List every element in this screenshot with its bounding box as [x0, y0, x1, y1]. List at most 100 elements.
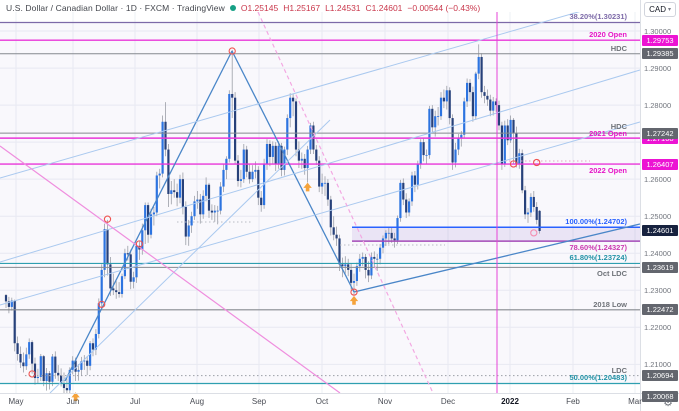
candle-body: [48, 373, 51, 382]
candle-body: [187, 225, 190, 237]
candle-body: [152, 212, 155, 215]
candle-body: [167, 149, 170, 194]
touch-circle-marker: [103, 215, 112, 223]
candle-body: [524, 190, 527, 215]
candle-body: [329, 199, 332, 228]
candle-body: [19, 353, 22, 363]
candle-body: [292, 97, 295, 102]
candle-body: [60, 375, 63, 384]
touch-circle-marker: [135, 240, 144, 248]
candle-body: [135, 245, 138, 278]
candle-body: [538, 210, 541, 231]
candle-body: [489, 99, 492, 111]
candle-body: [178, 179, 182, 198]
buy-arrow-icon: [349, 295, 359, 305]
price-tick: 1.26000: [644, 174, 672, 184]
candle-body: [466, 82, 469, 102]
candle-body: [274, 145, 277, 165]
price-tag: 1.26407: [642, 158, 678, 170]
level-label-ldc: LDC: [611, 365, 627, 375]
candle-body: [379, 247, 382, 259]
candle-body: [202, 195, 205, 215]
candle-body: [399, 182, 402, 219]
candle-body: [51, 356, 54, 382]
chart-legend[interactable]: U.S. Dollar / Canadian Dollar · 1D · FXC…: [6, 2, 480, 14]
price-tag: 1.22472: [642, 304, 678, 316]
candle-body: [68, 369, 71, 391]
candle-body: [387, 232, 390, 234]
candle-body: [234, 97, 237, 161]
candle-body: [120, 276, 124, 294]
candle-body: [350, 269, 353, 283]
candle-body: [205, 184, 208, 196]
candle-body: [390, 232, 393, 239]
candle-body: [260, 197, 263, 206]
candle-body: [158, 173, 161, 176]
price-tick: 1.21000: [644, 359, 672, 369]
candle-body: [16, 343, 19, 354]
data-status-icon: [229, 5, 236, 11]
candle-body: [434, 116, 437, 128]
candle-body: [83, 360, 86, 362]
ohlc-low: L1.24531: [325, 3, 361, 13]
candle-body: [289, 97, 292, 119]
level-label-open-2022: 2022 Open: [589, 166, 627, 176]
candle-body: [77, 369, 80, 372]
candle-body: [393, 238, 396, 241]
candle-body: [222, 169, 225, 187]
price-tag: 1.29385: [642, 48, 678, 60]
candle-body: [315, 149, 318, 161]
candle-body: [416, 164, 419, 185]
candle-body: [57, 372, 60, 376]
trendline-channel-upper: [0, 12, 581, 179]
candle-body: [352, 281, 356, 283]
candle-body: [413, 175, 416, 185]
price-tag: 1.29753: [642, 34, 678, 46]
candle-body: [62, 383, 66, 389]
candle-body: [297, 149, 300, 161]
candle-body: [422, 142, 425, 156]
candle-body: [294, 101, 298, 150]
price-tag: 1.23619: [642, 261, 678, 273]
candle-body: [132, 277, 135, 282]
candle-body: [410, 175, 414, 202]
candle-body: [25, 354, 28, 367]
price-tag: 1.20694: [642, 370, 678, 382]
level-label-fib-618: 61.80%(1.23724): [569, 253, 627, 263]
candle-body: [199, 199, 202, 215]
candle-body: [86, 360, 89, 366]
touch-circle-marker: [28, 370, 36, 378]
price-tick: 1.29000: [644, 63, 672, 73]
candle-body: [181, 179, 184, 207]
candle-body: [454, 149, 457, 163]
settings-icon[interactable]: ⚙: [663, 397, 673, 409]
candle-body: [442, 97, 445, 102]
candle-body: [405, 199, 408, 213]
candle-body: [318, 160, 321, 187]
price-tick: 1.25000: [644, 211, 672, 221]
candle-body: [31, 342, 34, 364]
time-label: Aug: [189, 397, 205, 406]
candle-body: [451, 118, 454, 163]
candle-body: [207, 184, 211, 211]
trendline-channel-mid: [0, 69, 640, 263]
candle-body: [376, 258, 379, 260]
candle-body: [500, 125, 503, 165]
candle-body: [22, 362, 25, 367]
candle-body: [437, 116, 440, 118]
candle-body: [471, 92, 474, 117]
level-label-oct-ldc: Oct LDC: [597, 269, 627, 279]
price-tag: 1.20068: [642, 391, 678, 402]
candle-body: [97, 303, 100, 334]
candle-body: [355, 266, 358, 282]
candle-body: [428, 108, 431, 156]
currency-button[interactable]: CAD ▾: [644, 2, 676, 17]
trendline-rally-jun-aug: [64, 50, 233, 382]
candle-body: [361, 256, 364, 259]
candle-body: [283, 149, 286, 170]
candle-body: [213, 210, 216, 213]
candle-body: [176, 192, 179, 198]
trendline-channel-lower: [0, 121, 640, 306]
